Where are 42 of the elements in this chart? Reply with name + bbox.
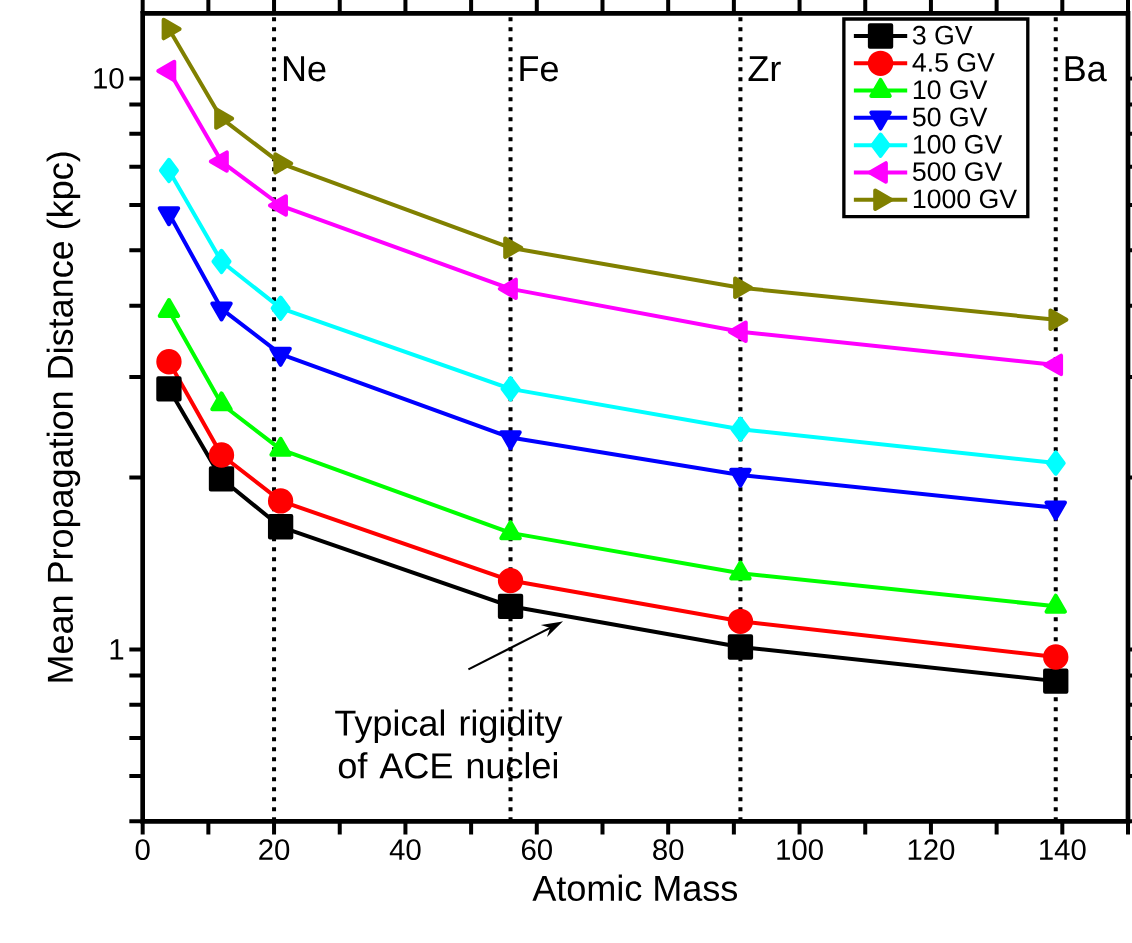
x-tick-label: 120 [908,839,955,861]
point [497,593,524,620]
x-tick-label: 80 [653,839,684,861]
legend-label: 500 GV [912,162,1003,182]
x-tick-label: 140 [1040,839,1086,861]
y-axis-title: Mean Propagation Distance (kpc) [46,152,81,682]
point [156,376,182,402]
point [500,376,521,402]
point [267,514,294,540]
annotation: Typical rigidity of ACE nuclei [335,709,563,779]
point [267,488,294,514]
point [727,634,754,660]
legend-label: 3 GV [912,25,973,45]
point [211,248,232,275]
legend-label: 100 GV [913,135,1003,154]
legend-label: 10 GV [913,80,988,100]
legend-label: 1000 GV [913,189,1017,209]
x-tick-label: 60 [521,839,552,861]
y-tick-label: 10 [94,68,124,89]
point [727,608,754,635]
ref-line-label: Fe [520,56,558,82]
x-tick-label: 0 [135,839,150,861]
x-tick-label: 40 [389,839,421,861]
point [730,416,751,443]
point [208,466,235,492]
x-tick-label: 20 [259,839,290,861]
point [1043,644,1069,670]
ref-line-label: Zr [748,56,781,82]
x-tick-label: 100 [777,839,823,861]
point [158,157,179,184]
point [1045,450,1066,476]
legend-label: 50 GV [912,107,988,127]
point [208,442,235,468]
point [497,568,524,594]
y-tick-label: 1 [110,639,124,660]
ref-line-label: Ba [1065,56,1107,82]
point [156,349,182,375]
x-axis-title: Atomic Mass [532,874,738,902]
point [1043,668,1069,694]
ref-line-label: Ne [283,56,326,82]
point [270,295,291,321]
legend-label: 4.5 GV [912,53,995,73]
